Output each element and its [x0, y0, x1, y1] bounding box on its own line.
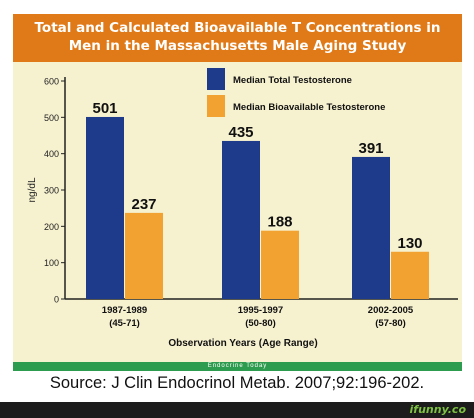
legend-label: Median Bioavailable Testosterone	[233, 102, 385, 113]
chart-panel: 0 100 200 300 400 500 600 ng/dL 501 435 391 237 188 1…	[13, 62, 462, 362]
bar	[86, 116, 124, 299]
y-tick-label: 600	[44, 77, 59, 87]
bar-value-label: 188	[267, 214, 292, 231]
bar	[222, 140, 260, 299]
bar-value-label: 435	[228, 124, 253, 141]
legend-swatch	[207, 68, 225, 90]
bar-value-label: 130	[397, 235, 422, 252]
watermark: ifunny.co	[409, 403, 466, 416]
legend-swatch	[207, 95, 225, 117]
x-tick-label: 1987-1989	[102, 305, 147, 316]
chart-title-line-2: Men in the Massachusetts Male Aging Stud…	[68, 38, 407, 54]
footer-logo-text: Endocrine Today	[207, 363, 268, 369]
chart-title-line-1: Total and Calculated Bioavailable T Conc…	[34, 20, 441, 36]
y-tick-label: 300	[44, 186, 59, 196]
y-axis-label: ng/dL	[27, 177, 38, 202]
bar	[125, 212, 163, 299]
bar	[391, 251, 429, 299]
bar	[261, 230, 299, 299]
chart-title-band: Total and Calculated Bioavailable T Conc…	[13, 14, 462, 62]
footer-band: Endocrine Today	[13, 362, 462, 371]
bar-value-label: 501	[92, 100, 117, 117]
bar-value-label: 237	[131, 196, 156, 213]
bottom-strip: ifunny.co	[0, 402, 474, 418]
x-axis-label: Observation Years (Age Range)	[168, 338, 317, 349]
bar	[352, 156, 390, 299]
y-tick-label: 400	[44, 149, 59, 159]
x-tick-label: 2002-2005	[368, 305, 414, 316]
source-citation: Source: J Clin Endocrinol Metab. 2007;92…	[49, 374, 425, 392]
x-tick-sublabel: (50-80)	[245, 318, 276, 329]
legend-label: Median Total Testosterone	[233, 75, 352, 86]
x-tick-sublabel: (45-71)	[109, 318, 140, 329]
bar-value-label: 391	[358, 140, 383, 157]
y-tick-label: 0	[54, 295, 59, 305]
y-tick-label: 500	[44, 113, 59, 123]
x-tick-label: 1995-1997	[238, 305, 283, 316]
bar-chart: 0 100 200 300 400 500 600 ng/dL 501 435 391 237 188 1…	[27, 68, 458, 349]
x-tick-sublabel: (57-80)	[375, 318, 406, 329]
y-tick-label: 100	[44, 258, 59, 268]
y-tick-label: 200	[44, 222, 59, 232]
